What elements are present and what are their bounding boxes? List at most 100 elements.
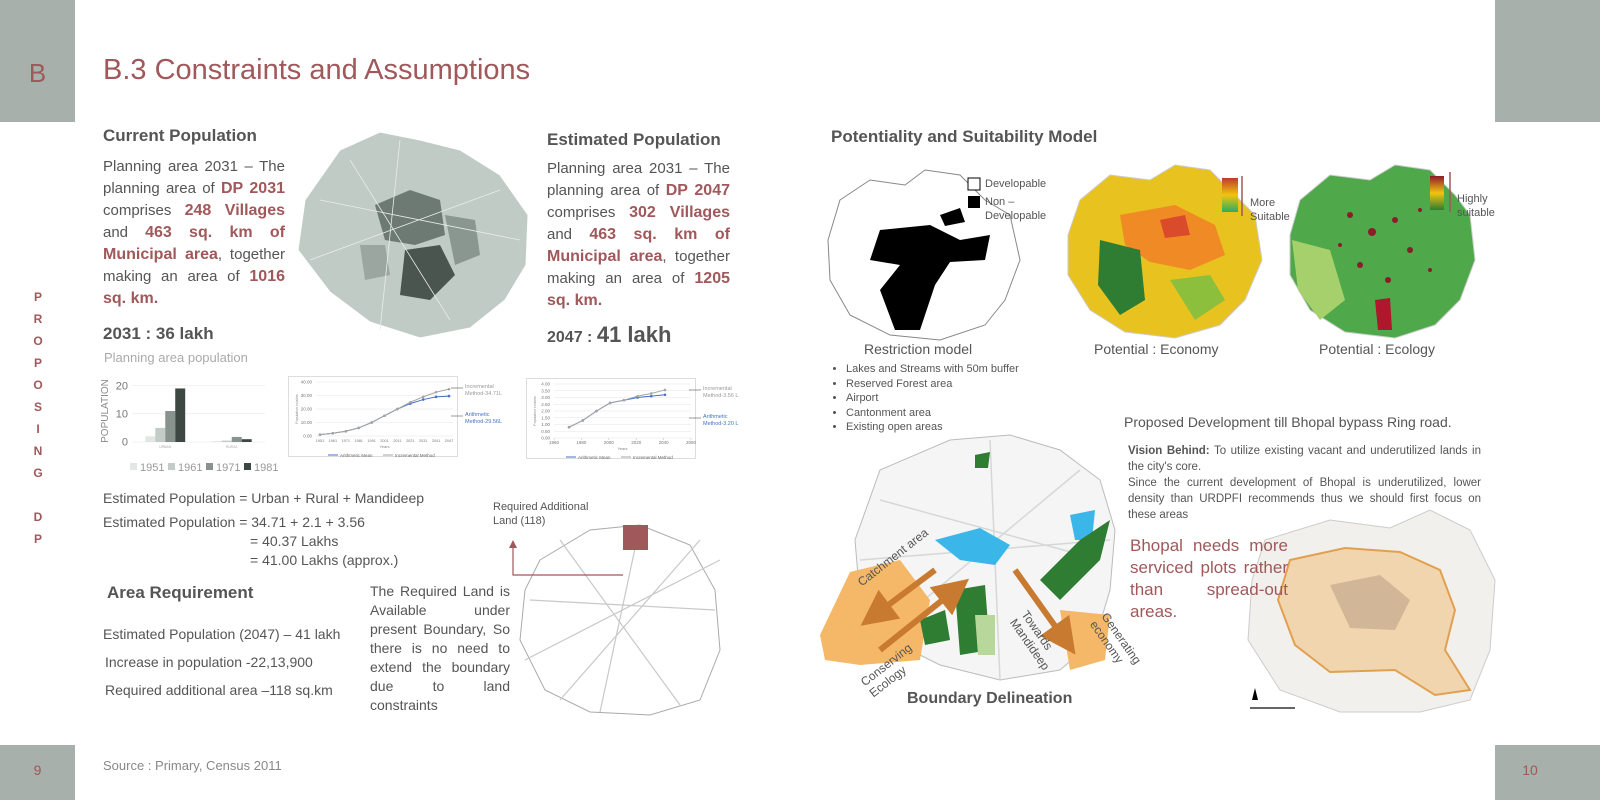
stat-value: 41 lakh [596, 322, 672, 347]
detail: Since the current development of Bhopal … [1128, 477, 1481, 521]
item: Increase in population -22,13,900 [105, 654, 313, 670]
page-number: 9 [33, 762, 42, 778]
scale-label: More Suitable [1250, 197, 1290, 223]
point [421, 395, 425, 399]
emphasis: 248 Villages [184, 202, 285, 219]
y-tick-label: 0.00 [541, 436, 550, 441]
corner-block [1495, 0, 1600, 122]
y-axis-label: Population in lakhs [295, 394, 299, 424]
legend-entry: 1961 [178, 462, 202, 474]
point [622, 398, 626, 402]
x-tick-label: 2041 [432, 439, 440, 443]
calc-line: Estimated Population = 34.71 + 2.1 + 3.5… [103, 514, 365, 530]
restriction-map [827, 169, 1021, 341]
bar [145, 436, 156, 442]
point [331, 432, 335, 435]
annotation: Incremental Method-34.71L [465, 384, 502, 397]
point [567, 425, 571, 429]
map-caption: Potential : Economy [1094, 341, 1219, 357]
x-tick-label: 2011 [393, 439, 401, 443]
x-tick-label: 2001 [380, 439, 388, 443]
list-item: Airport [846, 391, 1019, 406]
emphasis: 463 sq. km of Municipal area [103, 224, 286, 263]
x-tick-label: 2047 [445, 439, 453, 443]
point [344, 429, 348, 433]
emphasis: DP 2031 [220, 180, 285, 197]
point [434, 390, 438, 394]
text: and [547, 226, 590, 243]
point [649, 392, 653, 395]
village-map [297, 131, 529, 339]
stat-prefix: 2047 : [547, 329, 593, 346]
paragraph: Planning area 2031 – The planning area o… [547, 158, 730, 312]
map-label: Required Additional Land (118) [493, 501, 589, 527]
proposed-map [1247, 509, 1496, 713]
x-tick-label: URBAN [159, 445, 172, 449]
plot-frame [526, 378, 696, 459]
legend-entry: Incremental Method [633, 455, 673, 460]
text: Planning area 2031 – The planning area o… [103, 158, 285, 197]
vision-text: To utilize existing vacant and underutil… [1128, 445, 1481, 473]
legend-entry: Arithmetic Mean [578, 455, 611, 460]
legend-swatch [130, 463, 137, 470]
y-tick-label: 2.00 [541, 409, 550, 414]
y-tick-label: 0 [122, 437, 128, 449]
x-tick-label: 1980 [576, 440, 587, 445]
point [595, 409, 598, 413]
section-letter: B [28, 58, 47, 88]
x-tick-label: 2031 [419, 439, 427, 443]
series-line [319, 388, 450, 436]
source: Source : Primary, Census 2011 [103, 758, 282, 773]
page-title: B.3 Constraints and Assumptions [103, 54, 531, 86]
vision-label: Vision Behind: [1128, 445, 1210, 457]
map-caption: Boundary Delineation [907, 690, 1073, 707]
x-axis-label: Years [617, 446, 627, 451]
y-tick-label: 20.00 [301, 407, 313, 412]
heading: Potentiality and Suitability Model [831, 127, 1098, 146]
y-tick-label: 10 [116, 408, 128, 420]
y-tick-label: 40.00 [301, 380, 313, 385]
legend-entry: 1951 [140, 462, 164, 474]
point [649, 394, 653, 398]
legend-entry: Developable [985, 178, 1047, 190]
ecology-map [1289, 164, 1476, 339]
stat: 2031 : 36 lakh [103, 324, 214, 343]
heading: Current Population [103, 126, 257, 145]
point [370, 421, 373, 424]
point [318, 433, 322, 436]
economy-map [1067, 164, 1263, 339]
legend-swatch [206, 463, 213, 470]
page-number: 10 [1522, 762, 1538, 778]
calc-line: Estimated Population = Urban + Rural + M… [103, 490, 425, 506]
y-tick-label: 3.50 [541, 388, 550, 393]
text: comprises [547, 204, 630, 221]
bar [221, 440, 232, 442]
projection-chart: 0.00 10.00 20.00 30.00 40.00 Population in la… [288, 376, 502, 458]
text: Planning area 2031 – The planning area o… [547, 160, 730, 199]
y-tick-label: 4.00 [541, 382, 550, 387]
y-tick-label: 3.00 [541, 395, 550, 400]
legend-swatch [168, 463, 175, 470]
y-tick-label: 0.00 [303, 434, 312, 439]
x-tick-label: 1960 [549, 440, 560, 445]
bar [175, 388, 186, 442]
restriction-list: Lakes and Streams with 50m buffer Reserv… [832, 362, 1019, 435]
point [581, 419, 585, 422]
plot-frame [288, 376, 458, 457]
legend-swatch [244, 463, 251, 470]
legend-entry: 1971 [216, 462, 240, 474]
annotation: Arithmetic Method-29.56L [465, 412, 502, 425]
highlight: Bhopal needs more serviced plots rather … [1130, 536, 1288, 621]
point [396, 407, 399, 411]
x-tick-label: 1961 [329, 439, 337, 443]
list-item: Lakes and Streams with 50m buffer [846, 362, 1019, 377]
item: Required additional area –118 sq.km [105, 682, 333, 698]
point [447, 394, 451, 398]
list-item: Cantonment area [846, 406, 1019, 421]
projection-chart: 0.00 0.50 1.00 1.502.00 2.50 3.00 3.504.00 Popu… [526, 378, 738, 460]
x-tick-label: RURAL [226, 445, 238, 449]
bar [211, 441, 222, 442]
emphasis: 1205 sq. km. [547, 270, 730, 309]
y-tick-label: 30.00 [301, 393, 313, 398]
x-tick-label: 1971 [342, 439, 350, 443]
